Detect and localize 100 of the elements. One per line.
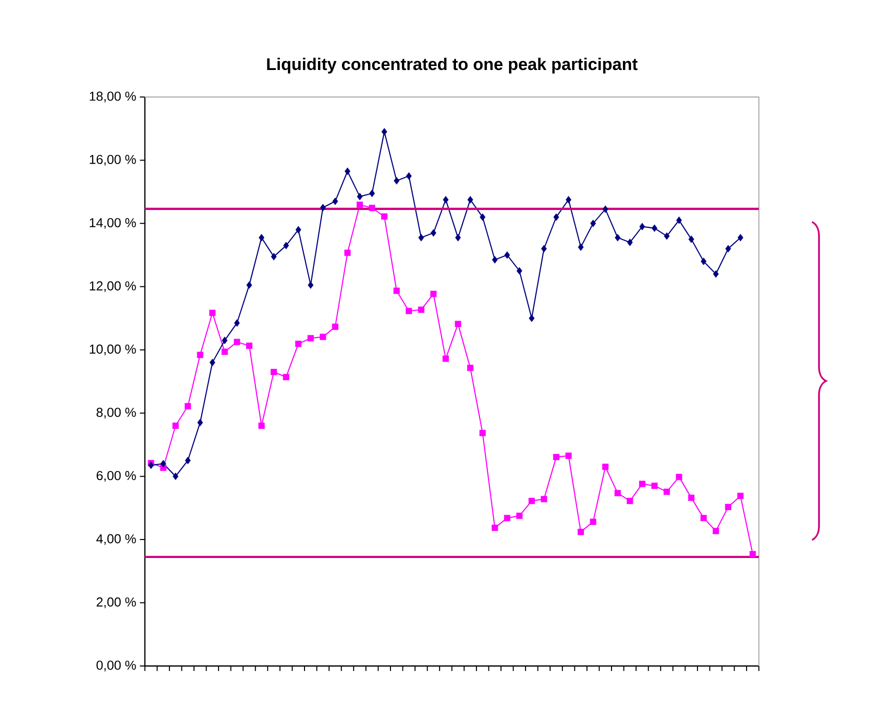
point — [467, 364, 474, 372]
point — [270, 252, 277, 260]
point — [184, 403, 191, 410]
point — [258, 422, 265, 429]
point — [369, 190, 375, 198]
point — [344, 168, 350, 176]
point — [406, 172, 412, 180]
point — [541, 244, 547, 252]
point — [234, 338, 240, 346]
point — [320, 204, 326, 212]
point — [442, 196, 449, 204]
point — [504, 514, 510, 522]
point — [332, 324, 338, 330]
point — [430, 229, 436, 237]
y-tick-label: 12,00 % — [90, 281, 136, 292]
point — [381, 213, 388, 220]
y-tick-label: 10,00 % — [90, 344, 136, 356]
point — [614, 490, 621, 496]
point — [148, 462, 154, 469]
point — [504, 251, 510, 259]
point — [750, 550, 756, 558]
point — [614, 234, 620, 242]
point — [578, 528, 584, 536]
point — [725, 504, 732, 510]
point — [332, 198, 338, 206]
point — [639, 222, 646, 230]
point — [664, 232, 670, 240]
point — [197, 418, 203, 426]
point — [492, 524, 498, 531]
point — [344, 250, 351, 256]
y-tick-label: 0,00 % — [96, 660, 136, 672]
point — [565, 452, 572, 459]
point — [480, 213, 486, 221]
point — [320, 334, 326, 340]
point — [602, 464, 609, 470]
point — [246, 281, 252, 289]
point — [394, 177, 400, 184]
point — [430, 290, 437, 298]
point — [418, 306, 424, 313]
point — [467, 196, 474, 204]
point — [209, 310, 216, 316]
point — [479, 430, 486, 436]
point — [553, 213, 560, 221]
point — [356, 202, 363, 208]
point — [712, 528, 720, 534]
point — [676, 474, 682, 480]
point — [738, 234, 744, 242]
point — [627, 238, 633, 246]
point — [492, 256, 498, 264]
point — [295, 340, 302, 348]
point — [381, 128, 388, 136]
point — [270, 368, 277, 376]
point — [406, 308, 412, 314]
point — [553, 454, 560, 460]
point — [160, 460, 166, 468]
point — [222, 348, 228, 355]
point — [737, 492, 744, 500]
y-tick-label: 8,00 % — [96, 408, 136, 418]
y-tick-label: 4,00 % — [96, 534, 136, 545]
point — [222, 336, 228, 344]
point — [246, 342, 252, 349]
point — [688, 235, 694, 243]
point — [590, 518, 596, 525]
point — [540, 496, 548, 502]
y-tick-label: 6,00 % — [96, 470, 136, 482]
point — [308, 281, 314, 289]
point — [516, 267, 522, 275]
point — [516, 512, 523, 519]
point — [196, 352, 204, 358]
point — [455, 234, 461, 242]
point — [172, 422, 179, 429]
point — [700, 258, 706, 266]
point — [234, 319, 240, 327]
point — [442, 356, 449, 362]
point — [664, 488, 670, 495]
point — [626, 498, 634, 504]
point — [602, 205, 608, 213]
point — [639, 480, 646, 488]
point — [393, 288, 400, 294]
y-tick-label: 14,00 % — [90, 218, 136, 229]
point — [652, 224, 658, 232]
point — [282, 374, 290, 380]
point — [454, 320, 462, 328]
point — [566, 196, 572, 204]
point — [528, 314, 535, 322]
point — [283, 242, 289, 250]
point — [185, 456, 191, 464]
point — [296, 226, 302, 234]
point — [308, 335, 314, 342]
point — [688, 494, 694, 501]
point — [725, 244, 732, 252]
chart-title: Liquidity concentrated to one peak participant — [267, 58, 638, 74]
point — [590, 220, 596, 228]
y-tick-label: 18,00 % — [90, 92, 136, 102]
point — [676, 216, 682, 224]
point — [578, 243, 584, 251]
point — [258, 234, 264, 242]
point — [700, 514, 707, 522]
point — [368, 204, 376, 212]
point — [210, 358, 216, 366]
